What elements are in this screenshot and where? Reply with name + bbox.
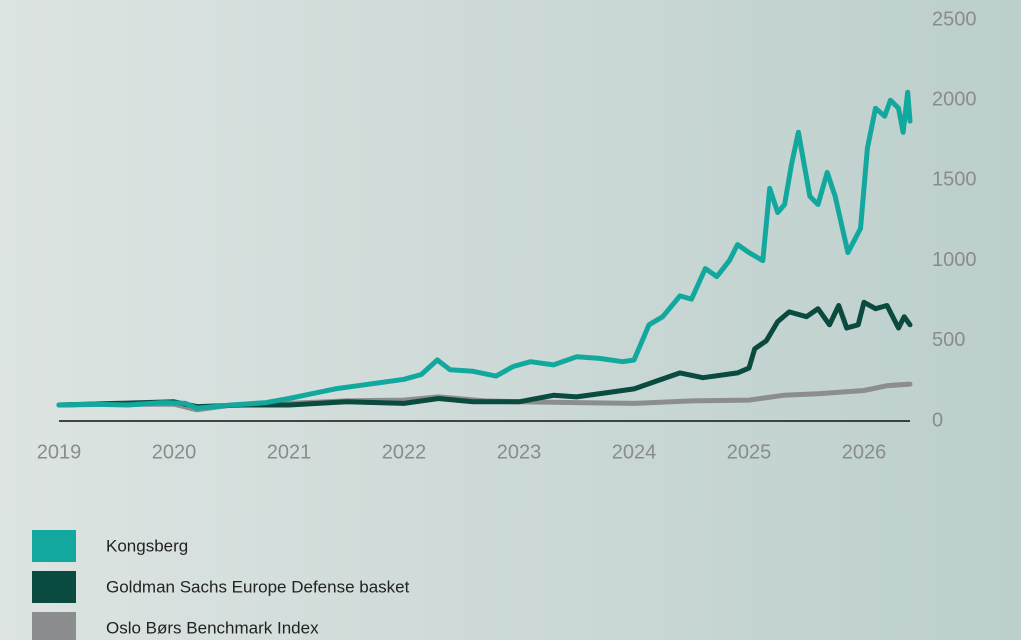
y-tick-label: 500: [932, 329, 965, 351]
legend-label: Oslo Børs Benchmark Index: [106, 618, 319, 637]
y-tick-label: 1500: [932, 169, 977, 191]
x-tick-label: 2026: [842, 441, 887, 463]
y-tick-label: 1000: [932, 249, 977, 271]
x-tick-label: 2020: [152, 441, 197, 463]
y-tick-label: 0: [932, 409, 943, 431]
series-line: [56, 299, 913, 410]
y-tick-label: 2500: [932, 8, 977, 30]
legend-swatch: [32, 530, 76, 562]
legend-label: Goldman Sachs Europe Defense basket: [106, 577, 410, 596]
x-tick-label: 2019: [37, 441, 82, 463]
legend-swatch: [32, 612, 76, 640]
series-line: [56, 89, 913, 411]
x-tick-label: 2021: [267, 441, 312, 463]
legend-swatch: [32, 571, 76, 603]
x-tick-label: 2023: [497, 441, 542, 463]
y-tick-label: 2000: [932, 88, 977, 110]
x-tick-label: 2025: [727, 441, 772, 463]
x-tick-label: 2024: [612, 441, 657, 463]
legend-label: Kongsberg: [106, 536, 188, 555]
x-tick-label: 2022: [382, 441, 427, 463]
